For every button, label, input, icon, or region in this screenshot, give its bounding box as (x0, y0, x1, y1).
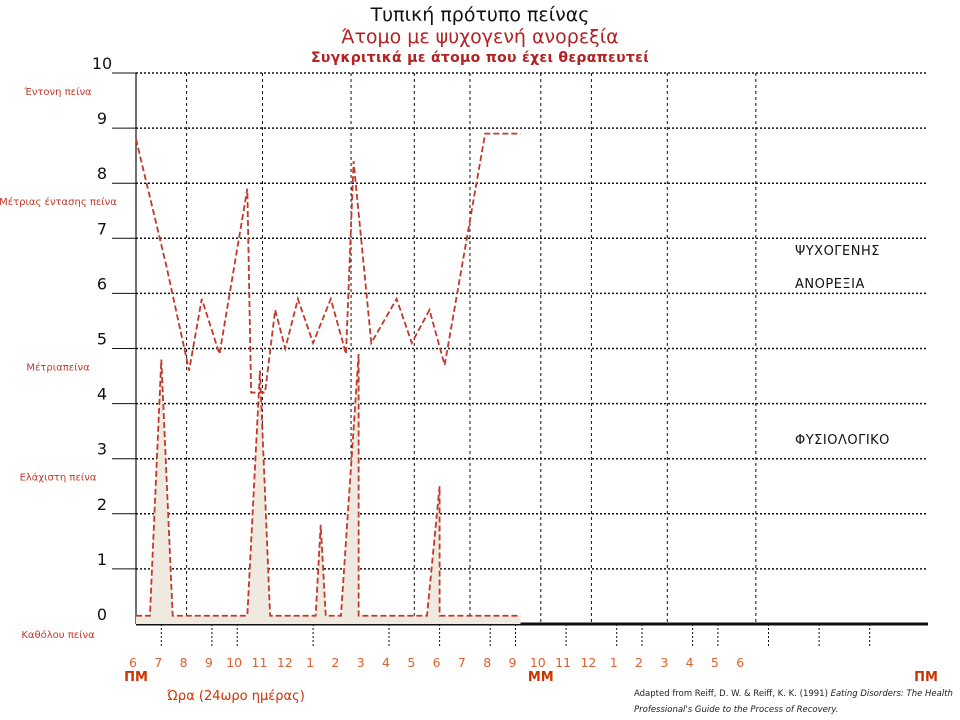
x-tick-label: 11 (252, 655, 268, 670)
series-physiological-area (136, 354, 521, 624)
y-tick-label: 0 (97, 605, 107, 624)
x-tick-label: 4 (382, 655, 390, 670)
x-axis-label: Ώρα (24ωρο ημέρας) (166, 689, 305, 704)
y-tick-label: 1 (97, 550, 107, 569)
x-tick-label: 1 (306, 655, 314, 670)
y-tick-label: 3 (97, 440, 107, 459)
x-tick-label: 6 (736, 655, 744, 670)
x-tick-label: 10 (226, 655, 242, 670)
credit-prefix: Adapted from Reiff, D. W. & Reiff, K. K.… (634, 689, 831, 699)
series-anorexia-line (135, 132, 521, 394)
x-tick-label: 4 (686, 655, 694, 670)
x-tick-label: 9 (509, 655, 517, 670)
y-tick-label: 2 (97, 495, 107, 514)
chart-subtitle-2: Συγκριτικά με άτομο που έχει θεραπευτεί (311, 50, 649, 66)
x-tick-label: 7 (458, 655, 466, 670)
x-tick-label: 6 (129, 655, 137, 670)
x-tick-label: 2 (635, 655, 643, 670)
credit-title: Eating Disorders: The Health Professiona… (634, 689, 953, 715)
x-tick-label: 5 (407, 655, 415, 670)
x-tick-label: 8 (180, 655, 188, 670)
x-tick-label: 3 (357, 655, 365, 670)
chart-subtitle: Άτομο με ψυχογενή ανορεξία (341, 26, 619, 48)
y-tick-label: 4 (97, 385, 107, 404)
y-tick-label: 5 (97, 330, 107, 349)
x-tick-label: 2 (331, 655, 339, 670)
y-tick-label: 9 (97, 109, 107, 128)
series-physiological-label: ΦΥΣΙΟΛΟΓΙΚΟ (795, 433, 890, 448)
hunger-level-label: Ελάχιστη πείνα (20, 472, 97, 484)
x-tick-label: 11 (555, 655, 571, 670)
x-tick-label: 5 (711, 655, 719, 670)
x-tick-label: 12 (277, 655, 293, 670)
time-marker-label: ΠΜ (914, 670, 938, 685)
y-tick-label: 10 (92, 54, 112, 73)
chart-title: Τυπική πρότυπο πείνας (370, 4, 590, 26)
x-tick-label: 6 (433, 655, 441, 670)
time-marker-label: ΠΜ (124, 670, 148, 685)
x-tick-label: 9 (205, 655, 213, 670)
y-tick-label: 6 (97, 274, 107, 293)
x-tick-label: 8 (483, 655, 491, 670)
hunger-level-label: Έντονη πείνα (23, 86, 92, 98)
y-tick-label: 7 (97, 219, 107, 238)
hunger-level-label: Μέτριας έντασης πείνα (0, 196, 117, 208)
hunger-level-label: Καθόλου πείνα (21, 629, 95, 641)
x-tick-label: 1 (610, 655, 618, 670)
x-tick-label: 10 (530, 655, 546, 670)
time-marker-label: ΜΜ (528, 670, 554, 685)
source-credit: Adapted from Reiff, D. W. & Reiff, K. K.… (634, 686, 954, 718)
hunger-level-label: Μέτριαπείνα (26, 362, 90, 374)
x-tick-label: 3 (660, 655, 668, 670)
y-tick-label: 8 (97, 164, 107, 183)
x-tick-label: 7 (154, 655, 162, 670)
x-tick-label: 12 (580, 655, 596, 670)
series-anorexia-label-line1: ΨΥΧΟΓΕΝΗΣ (795, 244, 880, 259)
series-physiological-line (136, 353, 521, 617)
series-anorexia-label-line2: ΑΝΟΡΕΞΙΑ (795, 277, 865, 292)
